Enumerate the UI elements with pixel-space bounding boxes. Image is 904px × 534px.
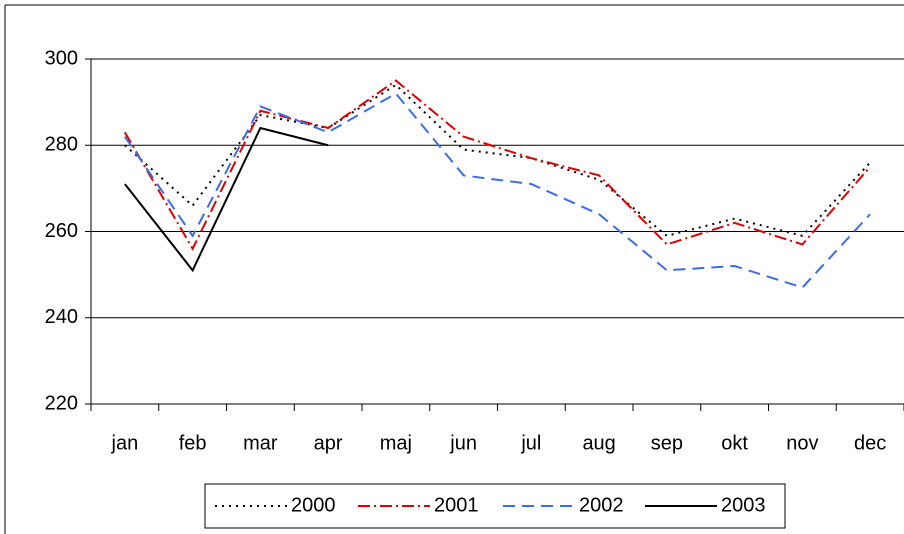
x-tick-label: jun (449, 432, 477, 454)
y-tick-label: 280 (45, 134, 78, 156)
x-tick-label: dec (854, 432, 886, 454)
legend-label: 2000 (291, 494, 336, 516)
x-tick-label: nov (786, 432, 818, 454)
legend-label: 2001 (434, 494, 479, 516)
x-tick-label: mar (243, 432, 278, 454)
x-tick-label: jan (111, 432, 139, 454)
series-line (124, 92, 871, 289)
x-tick-label: aug (582, 432, 615, 454)
series-line (124, 79, 871, 251)
y-tick-label: 220 (45, 392, 78, 414)
x-tick-label: feb (179, 432, 207, 454)
series-line (124, 126, 329, 273)
y-tick-label: 260 (45, 220, 78, 242)
x-tick-label: jul (520, 432, 541, 454)
x-tick-label: sep (651, 432, 683, 454)
y-tick-label: 300 (45, 47, 78, 69)
y-tick-label: 240 (45, 306, 78, 328)
legend-label: 2003 (721, 494, 766, 516)
x-tick-label: maj (380, 432, 412, 454)
legend-label: 2002 (579, 494, 624, 516)
series-line (124, 83, 871, 237)
x-tick-label: apr (314, 432, 343, 454)
x-tick-label: okt (721, 432, 748, 454)
